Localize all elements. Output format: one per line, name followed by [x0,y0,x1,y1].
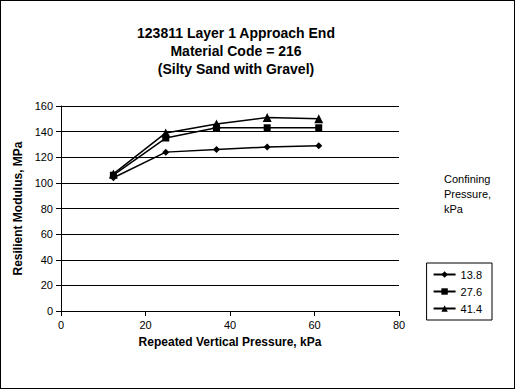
svg-text:20: 20 [41,279,53,291]
svg-text:Confining: Confining [444,173,494,185]
svg-text:120: 120 [35,151,53,163]
svg-text:80: 80 [393,319,405,331]
svg-text:27.6: 27.6 [461,286,482,298]
svg-text:Resilient Modulus, MPa: Resilient Modulus, MPa [11,141,25,275]
svg-text:13.8: 13.8 [461,269,482,281]
svg-text:20: 20 [139,319,151,331]
svg-text:140: 140 [35,126,53,138]
svg-text:0: 0 [58,319,64,331]
svg-text:60: 60 [41,228,53,240]
svg-text:40: 40 [41,254,53,266]
svg-text:123811 Layer 1 Approach End: 123811 Layer 1 Approach End [137,25,335,41]
svg-text:kPa: kPa [444,203,464,215]
svg-text:60: 60 [308,319,320,331]
svg-text:41.4: 41.4 [461,303,482,315]
svg-text:0: 0 [47,305,53,317]
svg-text:160: 160 [35,100,53,112]
svg-text:Repeated Vertical Pressure, kP: Repeated Vertical Pressure, kPa [139,335,322,349]
svg-text:Material Code = 216: Material Code = 216 [170,43,301,59]
svg-text:40: 40 [224,319,236,331]
svg-text:Pressure,: Pressure, [444,188,494,200]
svg-text:80: 80 [41,203,53,215]
svg-text:100: 100 [35,177,53,189]
svg-text:(Silty Sand with Gravel): (Silty Sand with Gravel) [158,61,314,77]
